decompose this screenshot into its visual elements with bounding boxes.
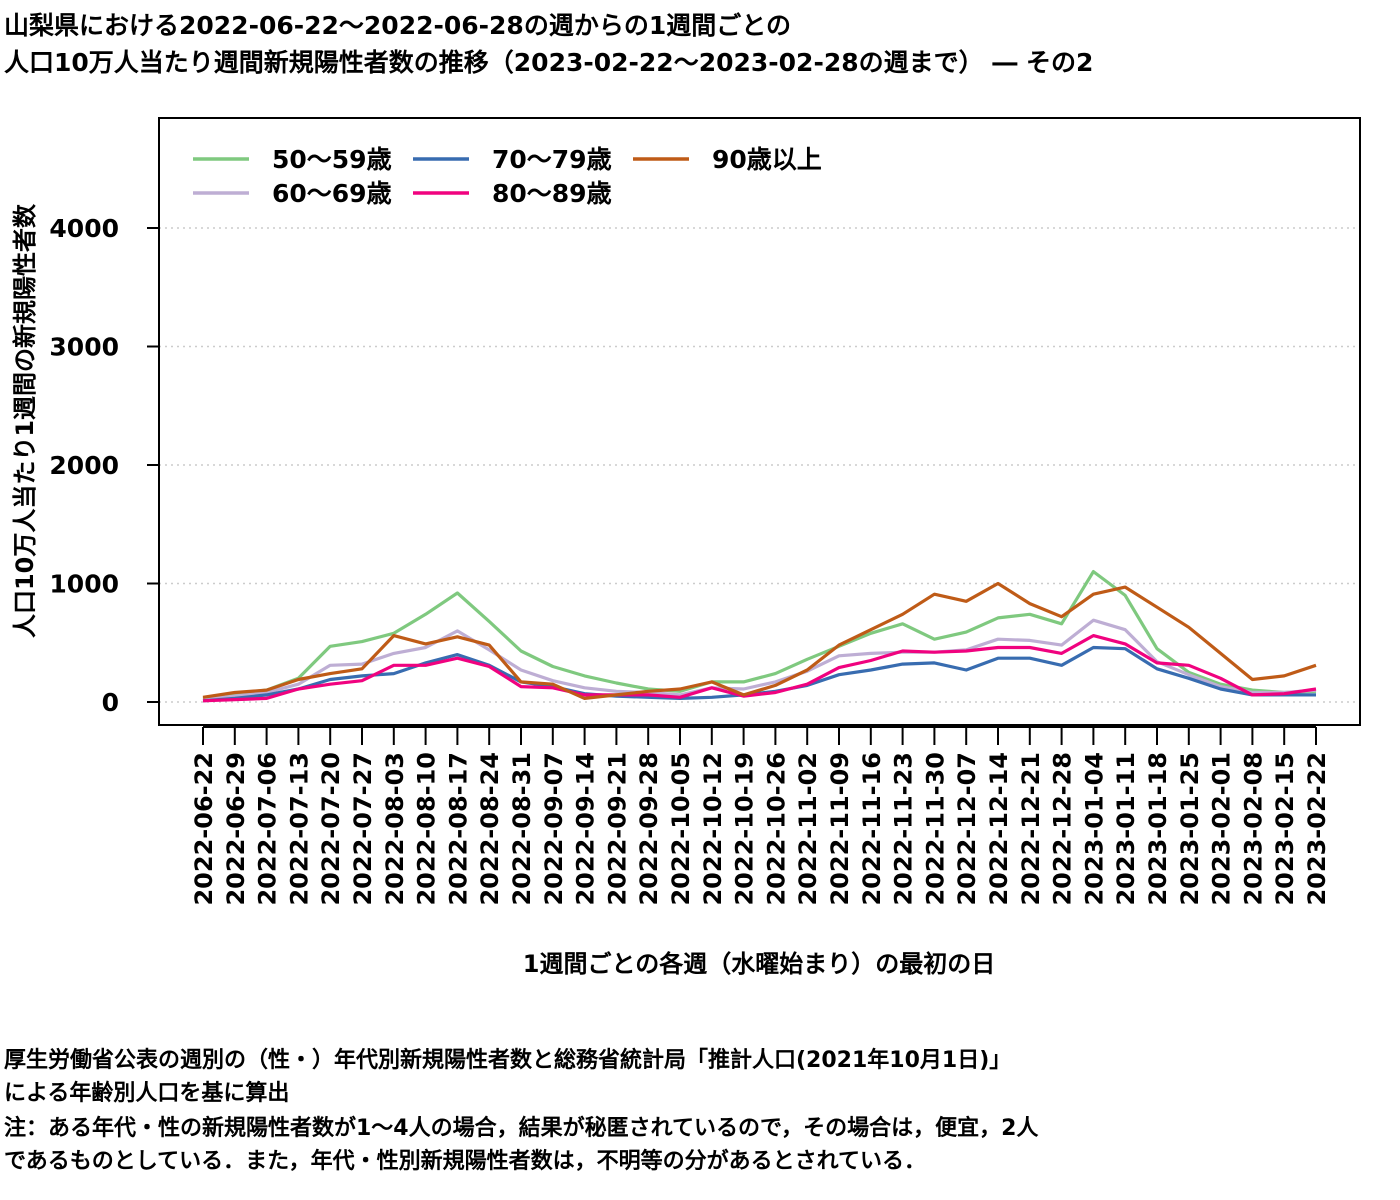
x-tick-label: 2023-02-08 — [1239, 752, 1267, 906]
grid-lines — [159, 227, 1360, 703]
x-axis: 2022-06-22 2022-06-29 2022-07-06 2022-07-13… — [190, 726, 1331, 906]
x-tick-label: 2022-11-23 — [890, 752, 918, 906]
x-tick-label: 2022-09-21 — [603, 752, 631, 906]
x-tick-label: 2022-08-10 — [413, 752, 441, 906]
x-tick-label: 2022-11-16 — [858, 752, 886, 906]
x-tick-label: 2023-02-15 — [1271, 752, 1299, 906]
x-tick-label: 2022-08-17 — [444, 752, 472, 906]
source-note-line1: 厚生労働省公表の週別の（性・）年代別新規陽性者数と総務省統計局「推計人口(202… — [4, 1048, 1012, 1073]
legend-label: 70〜79歳 — [492, 145, 612, 174]
legend-label: 90歳以上 — [712, 145, 822, 174]
caveat-note-line2: であるものとしている．また，年代・性別新規陽性者数は，不明等の分があるとされてい… — [4, 1149, 927, 1174]
x-tick-label: 2022-09-28 — [635, 752, 663, 906]
x-tick-label: 2022-07-13 — [285, 752, 313, 906]
x-tick-label: 2022-06-29 — [222, 752, 250, 906]
x-tick-label: 2022-09-14 — [572, 752, 600, 906]
legend-label: 50〜59歳 — [272, 145, 392, 174]
y-tick-label: 2000 — [49, 451, 119, 480]
x-tick-label: 2022-08-31 — [508, 752, 536, 906]
series-line — [202, 569, 1317, 700]
y-axis: 0 1000 2000 3000 4000 — [49, 214, 159, 717]
x-tick-label: 2023-02-01 — [1208, 752, 1236, 906]
x-tick-label: 2023-01-11 — [1112, 752, 1140, 906]
chart-title-line1: 山梨県における2022-06-22〜2022-06-28の週からの1週間ごとの — [4, 11, 791, 40]
x-tick-label: 2022-10-19 — [731, 752, 759, 906]
x-tick-label: 2022-11-02 — [794, 752, 822, 906]
y-tick-label: 0 — [102, 688, 119, 717]
chart-title-line2: 人口10万人当たり週間新規陽性者数の推移（2023-02-22〜2023-02-… — [4, 48, 1094, 77]
x-tick-label: 2022-11-09 — [826, 752, 854, 906]
series-line — [202, 618, 1317, 702]
x-axis-label: 1週間ごとの各週（水曜始まり）の最初の日 — [523, 950, 995, 978]
x-tick-label: 2022-10-26 — [762, 752, 790, 906]
x-tick-label: 2023-01-04 — [1080, 752, 1108, 906]
series-line — [202, 581, 1317, 701]
x-tick-label: 2022-11-30 — [921, 752, 949, 906]
y-axis-label: 人口10万人当たり1週間の新規陽性者数 — [11, 203, 39, 638]
source-note-line2: による年齢別人口を基に算出 — [4, 1081, 290, 1106]
y-tick-label: 1000 — [49, 570, 119, 599]
legend-label: 60〜69歳 — [272, 179, 392, 208]
caveat-note-line1: 注：ある年代・性の新規陽性者数が1〜4人の場合，結果が秘匿されているので，その場… — [4, 1116, 1039, 1141]
series-line — [202, 633, 1317, 703]
x-tick-label: 2022-06-22 — [190, 752, 218, 906]
x-tick-label: 2022-08-03 — [381, 752, 409, 906]
x-tick-label: 2023-02-22 — [1303, 752, 1331, 906]
x-tick-label: 2022-08-24 — [476, 752, 504, 906]
x-tick-label: 2022-12-14 — [985, 752, 1013, 906]
x-tick-label: 2022-12-07 — [953, 752, 981, 906]
x-tick-label: 2022-07-20 — [317, 752, 345, 906]
series-lines — [202, 569, 1317, 703]
y-tick-label: 4000 — [49, 214, 119, 243]
x-tick-label: 2022-10-05 — [667, 752, 695, 906]
x-tick-label: 2022-09-07 — [540, 752, 568, 906]
x-tick-label: 2022-12-28 — [1049, 752, 1077, 906]
plot-frame — [158, 117, 1361, 726]
legend: 50〜59歳 60〜69歳 70〜79歳 80〜89歳 90歳以上 — [193, 145, 822, 208]
x-tick-label: 2022-07-27 — [349, 752, 377, 906]
y-tick-label: 3000 — [49, 333, 119, 362]
x-tick-label: 2022-10-12 — [699, 752, 727, 906]
x-tick-label: 2022-07-06 — [254, 752, 282, 906]
x-tick-label: 2023-01-25 — [1176, 752, 1204, 906]
x-tick-label: 2023-01-18 — [1144, 752, 1172, 906]
legend-label: 80〜89歳 — [492, 179, 612, 208]
x-tick-label: 2022-12-21 — [1017, 752, 1045, 906]
